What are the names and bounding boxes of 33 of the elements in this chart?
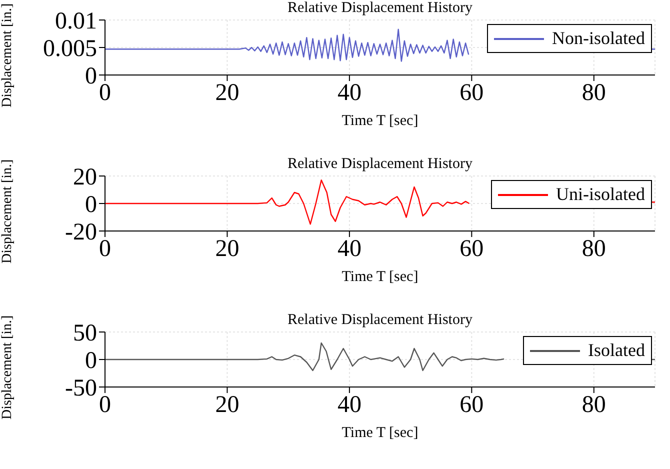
x-tick-label: 80 — [582, 392, 606, 418]
x-tick-label: 40 — [337, 236, 362, 262]
x-tick-label: 60 — [460, 236, 484, 262]
y-axis-title: Displacement [in.] — [0, 3, 15, 108]
legend-label: Isolated — [587, 340, 645, 361]
x-tick-label: 20 — [215, 392, 240, 418]
y-tick-label: -20 — [65, 220, 97, 246]
legend-label: Non-isolated — [551, 28, 645, 49]
y-tick-label: -50 — [65, 376, 97, 402]
y-tick-label: 50 — [73, 320, 97, 347]
chart-title: Relative Displacement History — [286, 0, 474, 17]
y-axis-title: Displacement [in.] — [0, 159, 15, 264]
x-tick-label: 60 — [460, 392, 484, 418]
x-tick-label: 60 — [460, 80, 484, 106]
x-axis-title: Time T [sec] — [342, 425, 418, 441]
x-tick-label: 20 — [215, 236, 240, 262]
x-tick-label: 40 — [337, 392, 362, 418]
y-tick-label: 0 — [85, 64, 97, 90]
x-tick-label: 20 — [215, 80, 240, 106]
y-tick-label: 0.005 — [43, 36, 97, 62]
legend-label: Uni-isolated — [555, 184, 645, 205]
x-tick-label: 80 — [582, 80, 606, 106]
y-tick-label: 20 — [73, 164, 97, 191]
x-axis-title: Time T [sec] — [342, 269, 418, 285]
y-axis-title: Displacement [in.] — [0, 315, 15, 420]
x-tick-label: 40 — [337, 80, 362, 106]
chart-title: Relative Displacement History — [286, 312, 474, 329]
y-tick-label: 0 — [85, 348, 97, 374]
y-tick-label: 0 — [85, 192, 97, 218]
x-tick-label: 80 — [582, 236, 606, 262]
y-tick-label: 0.01 — [55, 8, 97, 35]
chart-title: Relative Displacement History — [286, 156, 474, 173]
x-axis-title: Time T [sec] — [342, 113, 418, 129]
